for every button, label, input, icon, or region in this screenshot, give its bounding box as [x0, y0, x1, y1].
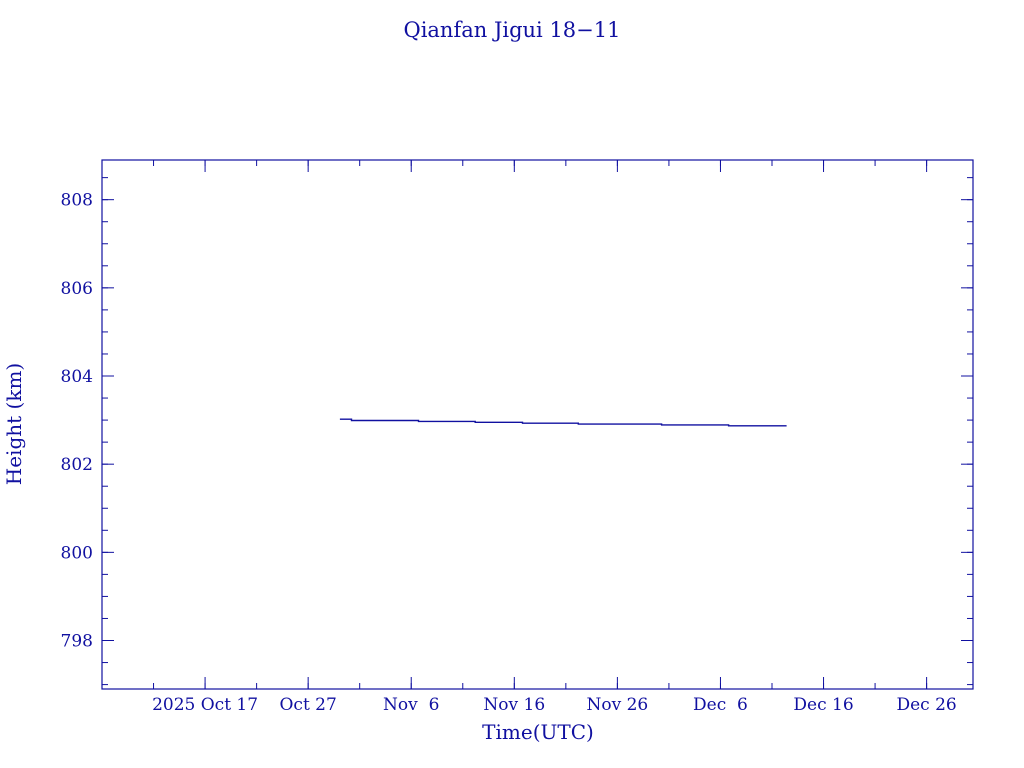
y-tick-label: 806 [61, 279, 93, 299]
y-tick-label: 798 [61, 632, 93, 652]
height-series-line [339, 418, 787, 427]
x-tick-label: Nov 26 [587, 695, 649, 715]
x-tick-label: Dec 6 [693, 695, 748, 715]
x-tick-label: Nov 16 [483, 695, 545, 715]
y-axis-label: Height (km) [2, 363, 26, 485]
x-tick-label: Dec 26 [896, 695, 956, 715]
plot-frame [101, 159, 974, 690]
x-axis-label: Time(UTC) [482, 720, 594, 744]
y-tick-label: 802 [61, 455, 93, 475]
x-tick-label: Dec 16 [793, 695, 853, 715]
y-tick-label: 808 [61, 191, 93, 211]
y-tick-label: 800 [61, 543, 93, 563]
chart-title: Qianfan Jigui 18−11 [403, 18, 620, 42]
x-tick-label: 2025 Oct 17 [152, 695, 258, 715]
x-tick-label: Oct 27 [279, 695, 336, 715]
y-tick-label: 804 [61, 367, 93, 387]
x-tick-label: Nov 6 [383, 695, 439, 715]
